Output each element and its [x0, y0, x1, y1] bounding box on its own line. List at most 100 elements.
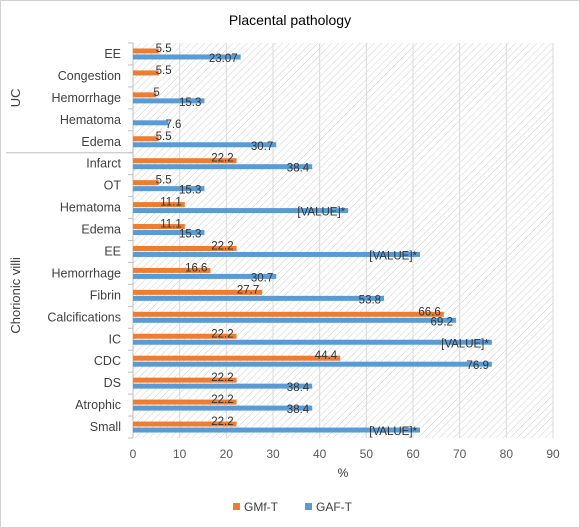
bar-value-label: 22.2 [211, 328, 233, 340]
bar-value-label: 5.5 [156, 43, 172, 55]
bar-value-label: 5.5 [156, 131, 172, 143]
bar-gmf-t [133, 70, 159, 76]
bar-gmf-t [133, 92, 157, 98]
category-label: Congestion [58, 69, 121, 83]
bar-gaf-t [133, 54, 241, 60]
category-label: Edema [81, 135, 121, 149]
bar-gaf-t [133, 186, 205, 192]
category-label: Edema [81, 223, 121, 237]
category-label: EE [104, 47, 121, 61]
bar-gaf-t [133, 164, 313, 170]
x-tick-label: 50 [360, 447, 374, 461]
x-tick-label: 0 [130, 447, 137, 461]
bar-value-label: 5.5 [156, 175, 172, 187]
bar-value-label: 27.7 [237, 284, 259, 296]
bar-gmf-t [133, 202, 185, 208]
bar-value-label: 15.3 [179, 97, 201, 109]
bar-value-label: 5 [153, 87, 159, 99]
bar-value-label: 7.6 [165, 119, 181, 131]
bar-value-label: 22.2 [211, 416, 233, 428]
bar-value-label: 5.5 [156, 65, 172, 77]
bar-gaf-t [133, 98, 205, 104]
category-label: Hemorrhage [52, 266, 122, 280]
x-tick-labels: 0 10 20 30 40 50 60 70 80 90 [130, 447, 560, 461]
bar-value-label: 76.9 [466, 360, 488, 372]
x-tick-label: 90 [546, 447, 560, 461]
bar-gaf-t [133, 208, 349, 214]
bar-gaf-t [133, 273, 277, 279]
bar-value-label: 38.4 [287, 404, 310, 416]
category-label: Infarct [86, 157, 121, 171]
bar-value-label: 22.2 [211, 372, 233, 384]
x-tick-label: 60 [406, 447, 420, 461]
bar-gmf-t [133, 355, 341, 361]
x-tick-label: 30 [266, 447, 280, 461]
bar-gmf-t [133, 224, 185, 230]
group-labels: UC Chorionic villi [6, 88, 133, 334]
group-label: Chorionic villi [8, 257, 23, 334]
bar-gmf-t [133, 377, 237, 383]
bar-gmf-t [133, 333, 237, 339]
x-tick-label: 80 [500, 447, 514, 461]
bar-gmf-t [133, 311, 444, 317]
bar-value-label: 22.2 [211, 394, 233, 406]
legend-label: GAF-T [316, 500, 353, 514]
bar-gmf-t [133, 158, 237, 164]
bar-gmf-t [133, 421, 237, 427]
bar-gaf-t [133, 142, 277, 148]
bar-gaf-t [133, 295, 385, 301]
category-label: Hematoma [60, 113, 121, 127]
legend-label: GMf-T [244, 500, 279, 514]
bar-gaf-t [133, 317, 456, 323]
bar-gaf-t [133, 339, 492, 345]
bar-gaf-t [133, 405, 313, 411]
category-label: OT [104, 179, 122, 193]
bar-gmf-t [133, 245, 237, 251]
bar-value-label: 16.6 [185, 262, 207, 274]
bar-gmf-t [133, 289, 263, 295]
category-label: DS [104, 376, 121, 390]
bar-labels: 5.523.075.5515.37.65.530.722.238.45.515.… [153, 43, 489, 438]
bar-value-label: 69.2 [431, 316, 453, 328]
bar-value-label: 30.7 [251, 141, 273, 153]
bar-value-label: [VALUE]* [369, 426, 417, 438]
bar-gmf-t [133, 267, 211, 273]
bar-gmf-t [133, 136, 159, 142]
bar-value-label: [VALUE]* [297, 207, 345, 219]
category-label: Atrophic [75, 398, 121, 412]
bar-value-label: 30.7 [251, 272, 273, 284]
chart-title: Placental pathology [229, 12, 351, 28]
bar-value-label: 15.3 [179, 229, 201, 241]
category-label: Small [90, 420, 121, 434]
bar-value-label: 38.4 [287, 382, 310, 394]
x-axis-label: % [338, 466, 349, 480]
bar-value-label: 23.07 [209, 53, 238, 65]
bar-gaf-t [133, 251, 420, 257]
legend-swatch [305, 503, 312, 510]
group-label: UC [8, 88, 23, 107]
bar-value-label: 44.4 [315, 350, 338, 362]
bar-value-label: 66.6 [418, 306, 440, 318]
category-label: EE [104, 244, 121, 258]
bar-value-label: 11.1 [160, 197, 182, 209]
bar-value-label: 15.3 [179, 185, 201, 197]
category-label: IC [109, 332, 122, 346]
category-label: Calcifications [47, 310, 121, 324]
bar-value-label: 38.4 [287, 163, 310, 175]
bar-gmf-t [133, 48, 159, 54]
bar-value-label: [VALUE]* [369, 250, 417, 262]
bar-gmf-t [133, 180, 159, 186]
bar-gaf-t [133, 427, 420, 433]
category-label: CDC [94, 354, 121, 368]
bar-gmf-t [133, 399, 237, 405]
gridlines [179, 43, 554, 438]
bar-value-label: 22.2 [211, 240, 233, 252]
bar-gaf-t [133, 120, 169, 126]
bar-value-label: 22.2 [211, 153, 233, 165]
bar-value-label: [VALUE]* [441, 338, 489, 350]
x-tick-label: 20 [220, 447, 234, 461]
category-label: Hemorrhage [52, 91, 122, 105]
bar-value-label: 53.8 [359, 294, 381, 306]
category-labels: EE Congestion Hemorrhage Hematoma Edema Infar… [47, 47, 121, 434]
